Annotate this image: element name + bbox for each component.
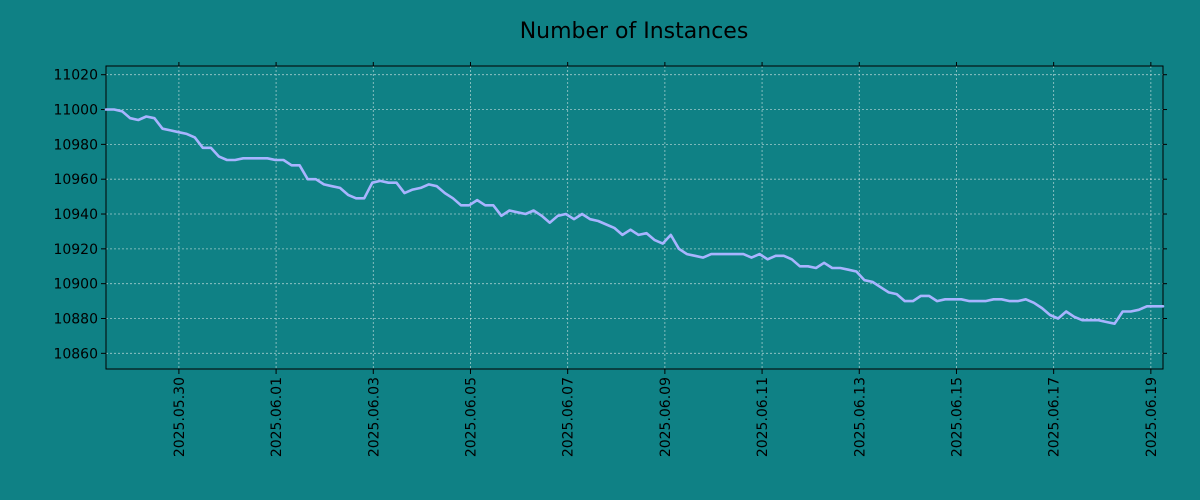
y-tick-label: 11020: [53, 68, 98, 84]
y-tick-label: 10920: [53, 242, 98, 258]
chart-title: Number of Instances: [520, 19, 749, 44]
x-tick-label: 2025.06.17: [1047, 377, 1063, 457]
x-tick-label: 2025.06.07: [561, 377, 577, 457]
plot-frame: [105, 65, 1164, 370]
x-tick-label: 2025.05.30: [172, 377, 188, 457]
y-tick-label: 10980: [53, 137, 98, 153]
grid-layer: [106, 66, 1163, 369]
y-tick-label: 10860: [53, 346, 98, 362]
x-tick-label: 2025.06.13: [852, 377, 868, 457]
series-line-0: [104, 108, 1165, 326]
y-tick-label: 10960: [53, 172, 98, 188]
x-tick-label: 2025.06.09: [658, 377, 674, 457]
x-tick-label: 2025.06.15: [949, 377, 965, 457]
x-tick-label: 2025.06.03: [366, 377, 382, 457]
y-tick-label: 10900: [53, 277, 98, 293]
x-tick-label: 2025.06.01: [269, 377, 285, 457]
x-tick-label: 2025.06.19: [1144, 377, 1160, 457]
y-tick-label: 10940: [53, 207, 98, 223]
x-tick-label: 2025.06.11: [755, 377, 771, 457]
y-tick-label: 10880: [53, 312, 98, 328]
y-tick-label: 11000: [53, 103, 98, 119]
series-layer: [104, 108, 1165, 326]
ticks-layer: 10860 10880 10900 10920 10940 10960 10980 11000…: [53, 62, 1167, 457]
x-tick-label: 2025.06.05: [463, 377, 479, 457]
